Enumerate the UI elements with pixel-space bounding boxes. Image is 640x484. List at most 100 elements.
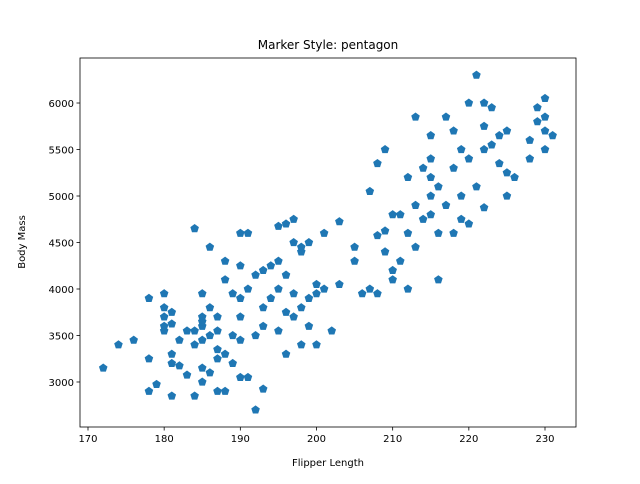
- point: [167, 358, 177, 368]
- point: [426, 210, 436, 219]
- point: [281, 219, 291, 228]
- point: [380, 145, 390, 154]
- point: [251, 270, 260, 279]
- point: [456, 145, 466, 154]
- point: [220, 275, 230, 284]
- point: [205, 330, 215, 340]
- point: [350, 256, 359, 265]
- point: [281, 307, 291, 316]
- point: [167, 319, 177, 328]
- point: [213, 354, 222, 363]
- point: [540, 126, 550, 135]
- point: [213, 386, 222, 395]
- point: [274, 326, 283, 335]
- point: [525, 135, 535, 144]
- point: [350, 242, 359, 251]
- point: [167, 307, 177, 316]
- point: [403, 284, 413, 293]
- point: [190, 224, 199, 233]
- point: [434, 182, 443, 191]
- point: [479, 203, 489, 212]
- point: [312, 340, 321, 349]
- point: [190, 326, 199, 335]
- point: [456, 214, 466, 223]
- y-tick-label: 3000: [49, 378, 74, 389]
- y-axis-label: Body Mass: [17, 215, 28, 269]
- point: [495, 158, 504, 168]
- point: [411, 242, 420, 251]
- point: [456, 191, 466, 200]
- point: [426, 191, 436, 200]
- point: [487, 103, 496, 112]
- point: [175, 335, 184, 344]
- x-tick-label: 180: [155, 434, 174, 445]
- point: [220, 349, 230, 358]
- point: [289, 312, 298, 321]
- point: [274, 284, 283, 293]
- point: [510, 172, 519, 182]
- point: [144, 354, 154, 363]
- point: [525, 154, 535, 163]
- point: [296, 242, 306, 251]
- y-tick-label: 4000: [49, 285, 74, 296]
- point: [411, 200, 420, 209]
- point: [243, 372, 253, 381]
- point: [98, 363, 108, 372]
- point: [403, 172, 413, 182]
- point: [502, 126, 512, 135]
- point: [388, 265, 397, 275]
- point: [495, 131, 504, 140]
- point: [449, 163, 458, 172]
- point: [175, 361, 184, 370]
- point: [220, 386, 230, 395]
- point: [236, 293, 245, 302]
- point: [182, 370, 192, 379]
- point: [228, 289, 237, 298]
- point: [533, 103, 542, 112]
- point: [251, 330, 260, 340]
- point: [472, 70, 481, 79]
- point: [502, 191, 512, 200]
- point: [289, 214, 298, 223]
- point: [396, 256, 405, 265]
- point: [197, 377, 207, 386]
- point: [220, 256, 230, 265]
- point: [373, 231, 382, 240]
- point: [335, 279, 344, 288]
- point: [152, 379, 161, 388]
- point: [479, 145, 489, 154]
- point: [296, 303, 306, 312]
- point: [159, 303, 169, 312]
- point: [426, 131, 436, 140]
- point: [548, 131, 557, 140]
- point: [472, 182, 481, 191]
- point: [236, 228, 245, 237]
- point: [464, 219, 474, 228]
- point: [258, 265, 268, 275]
- point: [373, 158, 382, 168]
- x-tick-label: 220: [459, 434, 478, 445]
- point: [159, 312, 169, 321]
- point: [213, 312, 222, 321]
- point: [357, 289, 367, 298]
- point: [197, 335, 207, 344]
- point: [228, 358, 237, 368]
- point: [441, 200, 451, 209]
- point: [388, 210, 397, 219]
- point: [236, 312, 245, 321]
- point: [388, 275, 397, 284]
- point: [205, 242, 215, 251]
- point: [380, 247, 390, 256]
- point: [373, 289, 382, 298]
- point: [228, 330, 237, 340]
- y-tick-label: 3500: [49, 331, 74, 342]
- point: [236, 372, 245, 381]
- point: [449, 228, 458, 237]
- y-tick-label: 4500: [49, 239, 74, 250]
- point: [312, 279, 321, 288]
- point: [236, 261, 245, 270]
- point: [365, 186, 375, 195]
- plot-frame: [79, 57, 577, 428]
- point: [411, 112, 420, 121]
- point: [236, 335, 245, 344]
